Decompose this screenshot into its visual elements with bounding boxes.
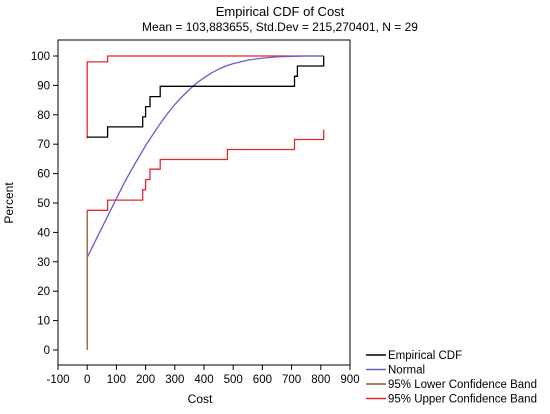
y-axis: 0 10 20 30 40 50 60 70 80 90 100: [31, 51, 58, 357]
series-line-upper-band-segment: [86, 55, 324, 139]
y-tick-label: 30: [37, 257, 50, 269]
x-tick-label: 100: [107, 374, 126, 386]
legend-label-normal: Normal: [388, 365, 425, 377]
y-tick-label: 70: [37, 139, 50, 151]
y-tick-label: 50: [37, 198, 50, 210]
x-tick-label: 500: [224, 374, 243, 386]
legend-label-95-upper-confidence-band: 95% Upper Confidence Band: [388, 394, 537, 406]
x-tick-label: 600: [253, 374, 272, 386]
y-tick-label: 90: [37, 80, 50, 92]
y-axis-label: Percent: [2, 182, 16, 224]
y-tick-label: 10: [37, 316, 50, 328]
series-line-normal: [86, 55, 324, 258]
x-tick-label: 900: [340, 374, 359, 386]
plot-frame: [57, 39, 351, 366]
x-tick-label: 700: [282, 374, 301, 386]
chart-title: Empirical CDF of Cost: [216, 4, 345, 19]
x-tick-label: 400: [194, 374, 213, 386]
legend: Empirical CDF Normal 95% Lower Confidence …: [366, 350, 537, 406]
x-tick-label: 200: [136, 374, 155, 386]
legend-label-empirical-cdf: Empirical CDF: [388, 350, 462, 362]
y-tick-label: 0: [44, 345, 50, 357]
y-tick-label: 20: [37, 286, 50, 298]
y-tick-label: 40: [37, 227, 50, 239]
x-tick-label: 0: [84, 374, 90, 386]
x-axis: -100 0 100 200 300 400 500 600 700 800 900: [46, 365, 360, 386]
chart-subtitle: Mean = 103,883655, Std.Dev = 215,270401,…: [142, 20, 418, 34]
legend-label-95-lower-confidence-band: 95% Lower Confidence Band: [388, 379, 537, 391]
x-tick-label: 800: [311, 374, 330, 386]
y-tick-label: 60: [37, 169, 50, 181]
y-tick-label: 100: [31, 51, 50, 63]
series-group: [86, 55, 325, 350]
y-tick-label: 80: [37, 110, 50, 122]
series-line-95-upper-confidence-band: [87, 129, 325, 211]
x-tick-label: -100: [46, 374, 69, 386]
series-line-empirical-cdf: [87, 56, 325, 138]
x-axis-label: Cost: [188, 392, 213, 406]
x-tick-label: 300: [165, 374, 184, 386]
